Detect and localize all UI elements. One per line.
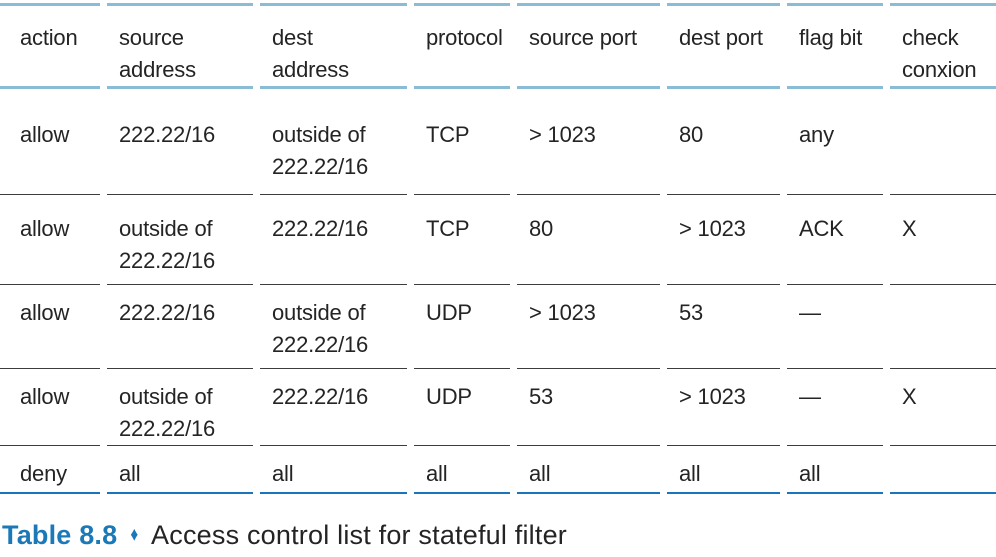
table-cell: all	[517, 445, 660, 494]
table-cell: 222.22/16	[260, 194, 407, 284]
table-cell: deny	[0, 445, 100, 494]
table-cell: 222.22/16	[119, 122, 216, 147]
caption-label: Table 8.8	[2, 520, 118, 550]
table-header-row: action source address dest address proto…	[0, 3, 996, 89]
table-cell	[890, 89, 996, 194]
table-cell: > 1023	[667, 368, 780, 445]
table-cell: TCP	[414, 194, 510, 284]
table-cell: X	[890, 194, 996, 284]
header-cell-action: action	[0, 3, 100, 89]
table-row: allow outside of 222.22/16 222.22/16 TCP…	[0, 194, 996, 284]
table-cell: UDP	[414, 368, 510, 445]
table-cell: UDP	[414, 284, 510, 368]
table-cell: all	[787, 445, 883, 494]
table-cell: allow	[0, 194, 100, 284]
header-cell-source-address: source address	[107, 3, 253, 89]
table-cell: 222.22/16	[260, 368, 407, 445]
table-cell: X	[890, 368, 996, 445]
table-cell: any	[799, 122, 834, 147]
table-row: allow 222.22/16 outside of 222.22/16 TCP…	[0, 89, 996, 194]
table-cell: all	[107, 445, 253, 494]
header-cell-dest-port: dest port	[667, 3, 780, 89]
table-cell: > 1023	[529, 122, 596, 147]
table-cell	[890, 445, 996, 494]
table-cell: allow	[20, 122, 70, 147]
header-cell-protocol: protocol	[414, 3, 510, 89]
table-caption: Table 8.8 ♦ Access control list for stat…	[0, 519, 996, 551]
header-cell-source-port: source port	[517, 3, 660, 89]
header-cell-dest-address: dest address	[260, 3, 407, 89]
table-cell: TCP	[426, 122, 470, 147]
table-cell: allow	[0, 284, 100, 368]
table-cell: —	[787, 368, 883, 445]
table-cell: —	[787, 284, 883, 368]
table-cell: 53	[667, 284, 780, 368]
table-cell	[890, 284, 996, 368]
diamond-icon: ♦	[130, 523, 139, 546]
table-row: deny all all all all all all	[0, 445, 996, 494]
table-cell: > 1023	[667, 194, 780, 284]
header-cell-flag-bit: flag bit	[787, 3, 883, 89]
table-cell: > 1023	[517, 284, 660, 368]
table-cell: ACK	[787, 194, 883, 284]
table-cell: outside of 222.22/16	[260, 284, 407, 368]
acl-table: action source address dest address proto…	[0, 3, 996, 494]
table-cell: outside of 222.22/16	[107, 194, 253, 284]
table-cell: allow	[0, 368, 100, 445]
table-cell: 53	[517, 368, 660, 445]
table-cell: outside of 222.22/16	[107, 368, 253, 445]
table-row: allow 222.22/16 outside of 222.22/16 UDP…	[0, 284, 996, 368]
table-cell: outside of 222.22/16	[272, 122, 369, 179]
table-cell: 80	[517, 194, 660, 284]
table-cell: 80	[679, 122, 704, 147]
table-cell: all	[260, 445, 407, 494]
table-cell: all	[667, 445, 780, 494]
table-cell: all	[414, 445, 510, 494]
header-cell-check-conxion: check conxion	[890, 3, 996, 89]
table-row: allow outside of 222.22/16 222.22/16 UDP…	[0, 368, 996, 445]
table-cell: 222.22/16	[107, 284, 253, 368]
caption-text: Access control list for stateful filter	[151, 520, 567, 550]
